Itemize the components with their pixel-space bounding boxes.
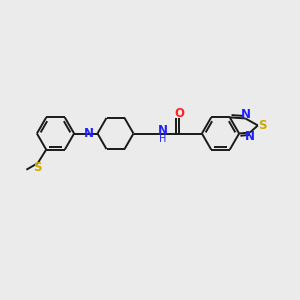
Text: S: S (258, 119, 267, 132)
Text: S: S (34, 161, 42, 174)
Text: N: N (84, 127, 94, 140)
Text: N: N (245, 130, 255, 143)
Text: N: N (241, 108, 250, 121)
Text: H: H (159, 134, 167, 144)
Text: N: N (158, 124, 168, 137)
Text: O: O (174, 106, 184, 120)
